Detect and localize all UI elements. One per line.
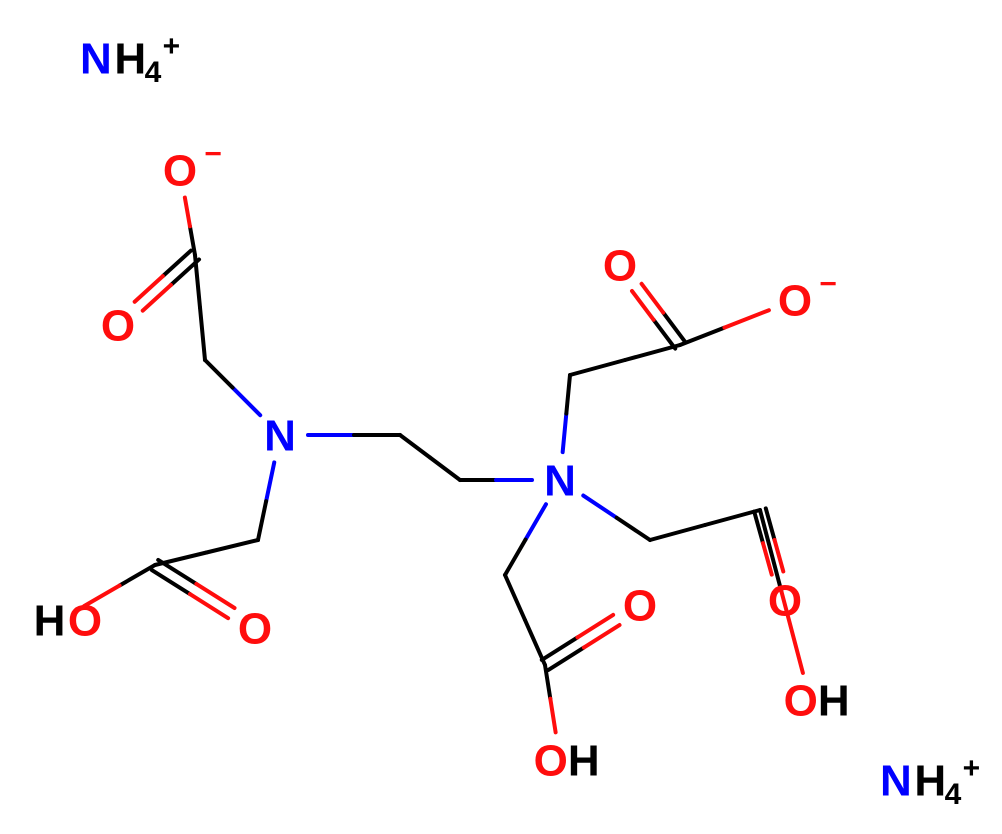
atom-OH12: OH [534,736,600,785]
background [0,0,1002,834]
svg-text:+: + [163,30,181,63]
svg-text:O: O [101,301,135,350]
svg-text:H: H [914,756,946,805]
svg-text:N: N [264,411,296,460]
svg-text:O: O [534,736,568,785]
svg-text:O: O [68,596,102,645]
molecule-canvas: NNOOHOO−OO−OHOOOHNH4+NH4+ [0,0,1002,834]
atom-OH4: OH [784,676,850,725]
svg-text:N: N [80,34,112,83]
svg-text:N: N [544,456,576,505]
atom-O12a: O [623,581,657,630]
svg-text:+: + [963,752,981,785]
svg-text:H: H [34,596,66,645]
svg-text:−: − [819,267,837,300]
svg-text:4: 4 [145,56,162,89]
svg-text:O: O [238,604,272,653]
svg-text:−: − [204,137,222,170]
svg-text:4: 4 [945,778,962,811]
svg-text:N: N [880,756,912,805]
atom-O6a: O [603,241,637,290]
atom-O10a: O [238,604,272,653]
atom-O8a: O [101,301,135,350]
svg-text:O: O [784,676,818,725]
svg-text:O: O [163,146,197,195]
svg-text:H: H [818,676,850,725]
atom-N1: N [264,411,296,460]
svg-text:H: H [568,736,600,785]
atom-OH10: HO [34,596,103,645]
atom-N2: N [544,456,576,505]
svg-text:H: H [114,34,146,83]
atom-O4a: O [768,576,802,625]
svg-text:O: O [603,241,637,290]
svg-text:O: O [778,276,812,325]
svg-text:O: O [768,576,802,625]
svg-text:O: O [623,581,657,630]
